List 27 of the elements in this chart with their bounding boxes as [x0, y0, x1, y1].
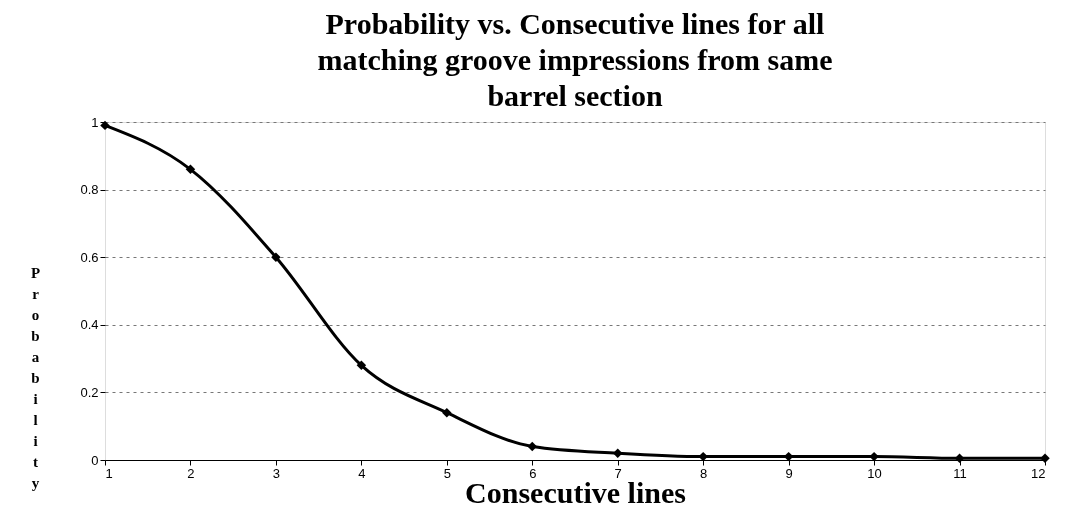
point — [527, 441, 538, 452]
y-tick-label: 0.6 — [80, 249, 99, 265]
x-tick-label: 11 — [953, 465, 967, 481]
text: Probability — [30, 264, 41, 491]
x-tick-label: 5 — [443, 465, 451, 481]
y-tick-label: 0.2 — [80, 384, 99, 400]
point — [1040, 453, 1050, 464]
x-tick-label: 9 — [785, 465, 793, 481]
x-tick-label: 12 — [1031, 465, 1046, 481]
point — [954, 453, 965, 464]
y-tick-label: 0.4 — [80, 317, 99, 333]
x-tick-label: 2 — [187, 465, 195, 481]
x-tick-label: 1 — [105, 465, 113, 481]
point — [442, 407, 452, 418]
x-tick-label: 7 — [614, 465, 622, 481]
point — [271, 252, 281, 262]
y-tick-label: 1 — [91, 114, 99, 130]
chart-title: Probability vs. Consecutive lines for all matching groove impressions from same barrel section — [317, 7, 833, 112]
point — [185, 164, 196, 175]
point — [100, 120, 110, 131]
x-tick-label: 10 — [867, 465, 882, 481]
y-tick-label: 0 — [91, 452, 99, 468]
y-tick-label: 0.8 — [80, 182, 99, 198]
x-tick-label: 4 — [358, 465, 366, 481]
x-tick-label: 8 — [700, 465, 708, 481]
point — [356, 360, 367, 371]
x-tick-label: 3 — [272, 465, 281, 481]
